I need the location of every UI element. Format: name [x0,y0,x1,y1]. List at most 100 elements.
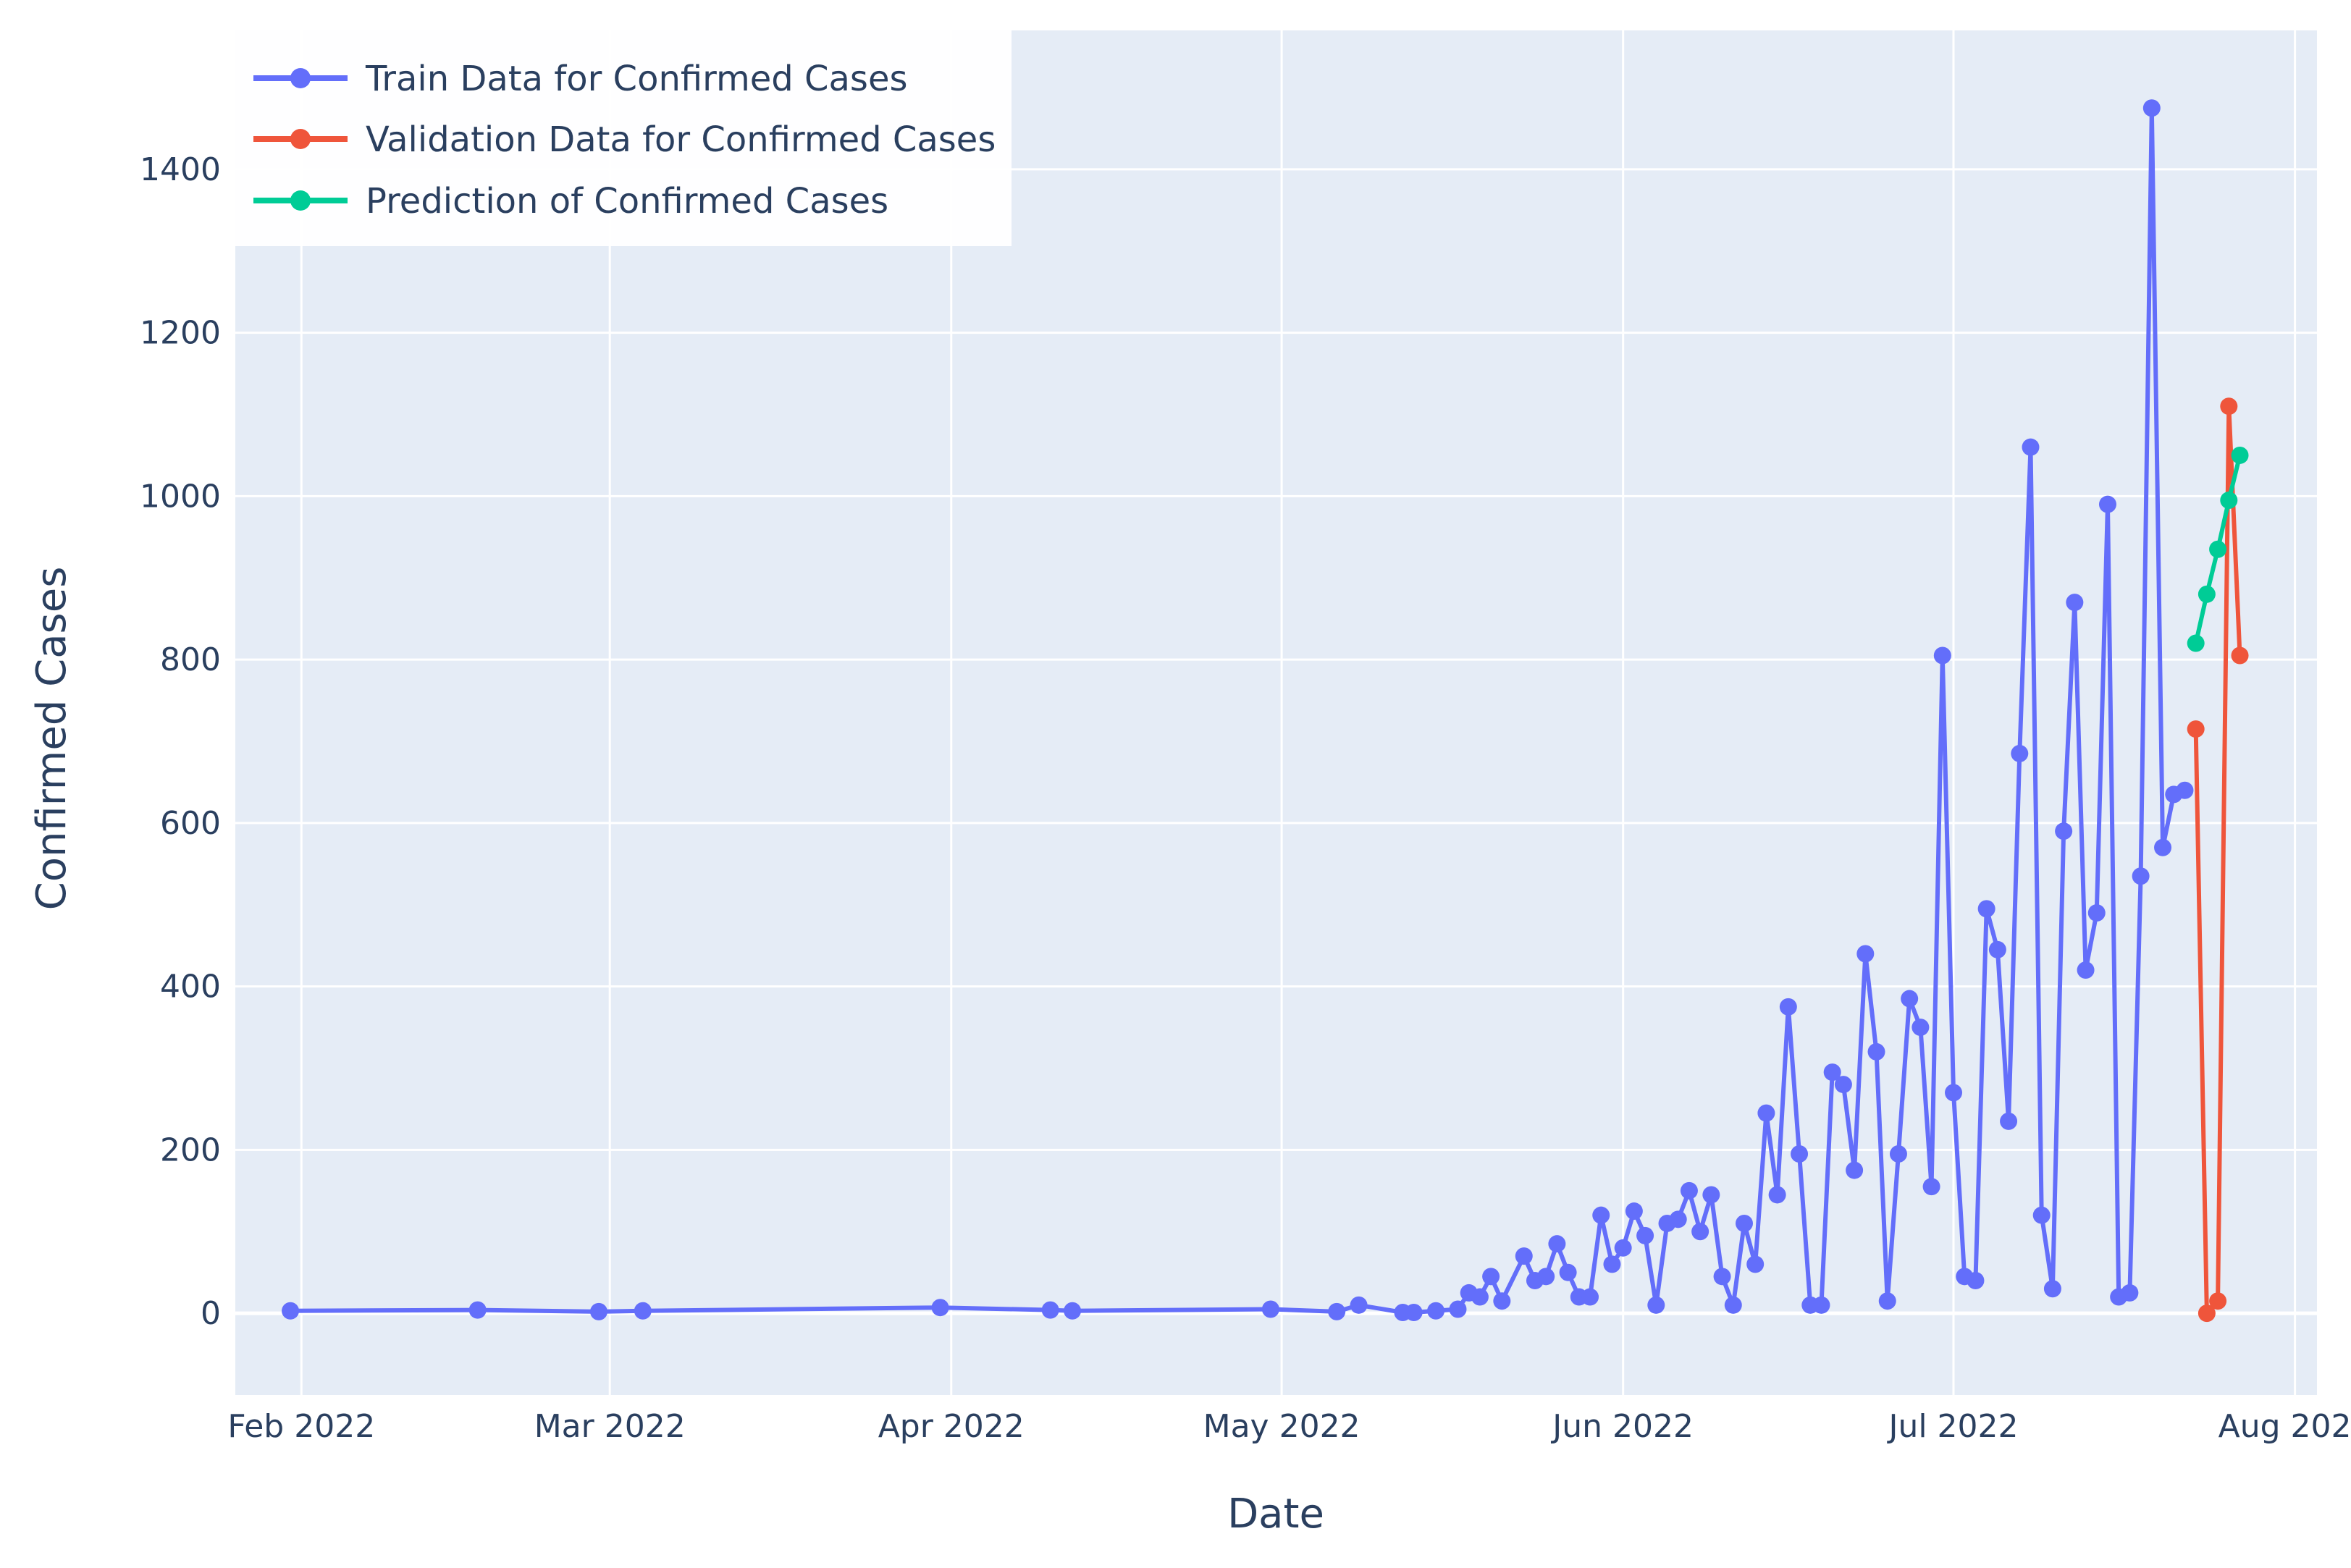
x-tick-label: Apr 2022 [878,1408,1025,1445]
data-point-train[interactable] [2077,961,2095,979]
data-point-train[interactable] [931,1299,949,1317]
data-point-train[interactable] [1680,1181,1698,1200]
data-point-validation[interactable] [2209,1292,2227,1310]
data-point-validation[interactable] [2231,646,2249,665]
series-prediction [2187,446,2249,652]
data-point-train[interactable] [1812,1296,1830,1314]
data-point-train[interactable] [1405,1303,1423,1321]
data-point-train[interactable] [1713,1268,1731,1286]
data-point-train[interactable] [2121,1284,2139,1302]
data-point-train[interactable] [1834,1076,1852,1094]
data-point-train[interactable] [2176,781,2194,799]
data-point-train[interactable] [1889,1145,1907,1163]
legend-item-train[interactable]: Train Data for Confirmed Cases [253,59,907,99]
data-point-train[interactable] [1922,1178,1940,1196]
data-point-train[interactable] [1559,1263,1577,1281]
data-point-train[interactable] [1493,1292,1511,1310]
data-point-prediction[interactable] [2209,540,2227,558]
data-point-train[interactable] [1967,1271,1985,1289]
x-tick-label: Mar 2022 [534,1408,686,1445]
data-point-train[interactable] [2032,1206,2051,1224]
data-point-train[interactable] [1427,1302,1445,1320]
data-point-train[interactable] [1581,1288,1599,1306]
y-tick-label: 1200 [140,315,221,352]
data-point-prediction[interactable] [2220,492,2238,510]
x-axis-title: Date [1227,1491,1324,1538]
data-point-train[interactable] [2132,867,2150,885]
data-point-prediction[interactable] [2231,446,2249,464]
data-point-train[interactable] [1647,1296,1665,1314]
data-point-train[interactable] [1548,1235,1566,1253]
y-tick-label: 800 [160,641,221,678]
legend-item-prediction[interactable]: Prediction of Confirmed Cases [253,181,888,222]
data-point-train[interactable] [1471,1288,1489,1306]
data-point-validation[interactable] [2220,397,2238,416]
legend-label-prediction: Prediction of Confirmed Cases [366,181,888,222]
data-point-validation[interactable] [2198,1304,2216,1323]
data-point-train[interactable] [1901,990,1919,1008]
data-point-train[interactable] [1064,1302,1082,1320]
data-point-train[interactable] [589,1302,607,1320]
plot-background [235,30,2317,1395]
data-point-train[interactable] [1537,1268,1555,1286]
data-point-train[interactable] [1945,1084,1963,1102]
data-point-train[interactable] [282,1302,300,1320]
data-point-train[interactable] [2022,438,2040,456]
legend-swatch-train-marker [290,68,311,88]
data-point-train[interactable] [1691,1223,1709,1241]
data-point-train[interactable] [2098,495,2116,513]
legend-label-train: Train Data for Confirmed Cases [365,59,907,99]
data-point-train[interactable] [1328,1302,1346,1320]
data-point-prediction[interactable] [2187,634,2205,652]
data-point-train[interactable] [1515,1247,1533,1265]
data-point-validation[interactable] [2187,720,2205,738]
data-point-train[interactable] [1768,1186,1786,1204]
data-point-train[interactable] [1449,1300,1467,1318]
data-point-train[interactable] [1878,1292,1896,1310]
data-point-train[interactable] [1867,1042,1885,1061]
data-point-train[interactable] [2154,838,2172,856]
data-point-train[interactable] [1988,940,2006,958]
data-point-train[interactable] [1757,1104,1775,1122]
y-tick-label: 600 [160,805,221,842]
data-point-train[interactable] [1791,1145,1809,1163]
data-point-train[interactable] [634,1302,652,1320]
data-point-train[interactable] [1846,1161,1864,1179]
data-point-train[interactable] [2055,822,2073,840]
data-point-train[interactable] [2142,99,2161,117]
data-point-train[interactable] [2087,904,2106,922]
data-point-train[interactable] [1702,1186,1720,1204]
x-tick-label: Feb 2022 [227,1408,375,1445]
data-point-train[interactable] [1746,1255,1765,1273]
data-point-train[interactable] [1856,945,1875,963]
y-axis-title: Confirmed Cases [28,567,75,911]
data-point-train[interactable] [1041,1301,1059,1319]
data-point-train[interactable] [1261,1300,1279,1318]
data-point-train[interactable] [1911,1019,1930,1037]
data-point-train[interactable] [1977,900,1995,918]
data-point-train[interactable] [1779,998,1797,1016]
data-point-train[interactable] [1669,1210,1687,1228]
data-point-train[interactable] [1614,1239,1632,1257]
data-point-prediction[interactable] [2198,585,2216,603]
data-point-train[interactable] [468,1301,487,1319]
data-point-train[interactable] [1592,1206,1610,1224]
data-point-train[interactable] [2011,744,2029,762]
data-point-train[interactable] [2043,1280,2061,1298]
data-point-train[interactable] [2000,1112,2018,1130]
y-tick-label: 1400 [140,151,221,188]
data-point-train[interactable] [1724,1296,1742,1314]
data-point-train[interactable] [1636,1226,1654,1244]
x-tick-label: Jul 2022 [1886,1408,2018,1445]
data-point-train[interactable] [1735,1214,1753,1232]
data-point-train[interactable] [1482,1268,1500,1286]
x-tick-label: May 2022 [1203,1408,1360,1445]
data-point-train[interactable] [1625,1202,1643,1221]
data-point-train[interactable] [2066,594,2084,612]
legend-item-validation[interactable]: Validation Data for Confirmed Cases [253,119,996,160]
data-point-train[interactable] [1603,1255,1621,1273]
data-point-train[interactable] [1933,646,1951,665]
data-point-train[interactable] [1350,1296,1368,1314]
data-point-train[interactable] [1823,1063,1841,1082]
